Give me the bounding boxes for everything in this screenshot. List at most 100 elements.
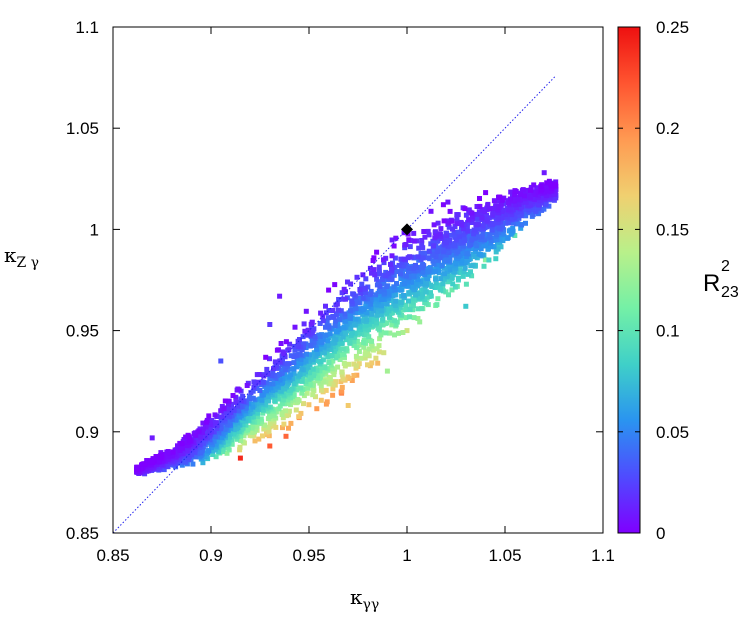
scatter-point bbox=[229, 404, 235, 410]
scatter-point bbox=[490, 210, 496, 216]
scatter-point bbox=[224, 422, 230, 428]
scatter-point bbox=[206, 430, 212, 436]
scatter-point bbox=[433, 233, 439, 239]
scatter-point bbox=[356, 324, 362, 330]
scatter-point bbox=[323, 332, 329, 338]
scatter-point bbox=[499, 209, 505, 215]
scatter-point bbox=[371, 267, 377, 273]
scatter-point bbox=[488, 240, 494, 246]
scatter-point bbox=[310, 327, 316, 333]
scatter-point bbox=[544, 192, 549, 198]
scatter-point bbox=[420, 292, 426, 298]
scatter-point bbox=[192, 454, 198, 460]
scatter-point bbox=[460, 273, 466, 279]
scatter-point bbox=[257, 396, 263, 402]
scatter-point bbox=[445, 244, 451, 250]
scatter-point bbox=[386, 308, 392, 314]
scatter-point bbox=[437, 282, 443, 288]
scatter-point bbox=[499, 197, 505, 203]
scatter-point bbox=[497, 194, 503, 200]
scatter-point bbox=[361, 344, 367, 350]
scatter-point bbox=[360, 272, 366, 278]
scatter-point bbox=[339, 346, 345, 352]
scatter-point bbox=[378, 321, 384, 327]
scatter-point bbox=[265, 425, 271, 430]
scatter-point bbox=[335, 307, 341, 313]
scatter-point bbox=[548, 188, 554, 194]
scatter-point bbox=[259, 405, 265, 410]
scatter-point bbox=[398, 287, 404, 293]
scatter-point bbox=[336, 297, 342, 302]
scatter-point bbox=[449, 287, 455, 293]
scatter-point bbox=[446, 220, 452, 226]
scatter-point bbox=[386, 314, 392, 320]
scatter-point bbox=[410, 284, 416, 290]
scatter-point bbox=[488, 244, 494, 250]
scatter-point bbox=[531, 182, 537, 188]
scatter-point bbox=[326, 287, 332, 293]
scatter-point bbox=[543, 184, 549, 190]
scatter-point bbox=[283, 367, 288, 372]
scatter-point bbox=[282, 386, 288, 392]
scatter-point bbox=[348, 281, 354, 287]
scatter-point bbox=[386, 273, 392, 279]
colorbar-tick-label: 0.1 bbox=[656, 322, 680, 341]
scatter-point bbox=[219, 435, 225, 440]
scatter-point bbox=[291, 366, 297, 372]
scatter-point bbox=[435, 296, 441, 302]
scatter-point bbox=[213, 454, 219, 460]
scatter-point bbox=[510, 207, 516, 213]
scatter-point bbox=[281, 421, 287, 427]
scatter-point bbox=[283, 339, 289, 345]
scatter-point bbox=[367, 265, 373, 271]
scatter-point bbox=[488, 237, 494, 243]
scatter-point bbox=[392, 332, 397, 338]
scatter-point bbox=[453, 237, 459, 243]
scatter-point bbox=[294, 363, 300, 369]
scatter-point bbox=[286, 361, 292, 367]
scatter-point bbox=[363, 276, 369, 282]
scatter-point bbox=[487, 234, 493, 240]
scatter-point bbox=[495, 210, 501, 216]
scatter-point bbox=[381, 287, 387, 293]
scatter-point bbox=[180, 445, 185, 451]
scatter-point bbox=[335, 323, 341, 329]
colorbar-tick-label: 0 bbox=[656, 524, 665, 543]
scatter-point bbox=[380, 276, 386, 282]
scatter-point bbox=[539, 207, 545, 213]
scatter-point bbox=[507, 196, 513, 202]
scatter-point bbox=[333, 379, 338, 385]
scatter-point bbox=[288, 395, 293, 401]
scatter-point bbox=[405, 278, 411, 284]
scatter-point bbox=[358, 355, 364, 361]
scatter-point bbox=[491, 205, 497, 211]
scatter-point bbox=[419, 238, 425, 243]
scatter-point bbox=[413, 292, 419, 298]
scatter-point bbox=[403, 302, 409, 308]
scatter-point bbox=[340, 376, 346, 382]
scatter-point bbox=[317, 368, 323, 374]
scatter-point bbox=[512, 192, 518, 198]
scatter-point bbox=[288, 398, 294, 404]
scatter-point bbox=[261, 373, 267, 379]
scatter-point bbox=[361, 332, 367, 338]
scatter-point bbox=[466, 207, 472, 213]
scatter-point bbox=[348, 325, 354, 331]
scatter-point bbox=[481, 263, 487, 269]
scatter-point bbox=[296, 414, 302, 420]
y-axis-label: κZ γ bbox=[4, 243, 39, 271]
scatter-point bbox=[237, 455, 243, 461]
scatter-point bbox=[349, 330, 355, 336]
scatter-point bbox=[263, 354, 269, 360]
scatter-point bbox=[406, 290, 412, 296]
scatter-point bbox=[392, 287, 398, 293]
colorbar-title: R2 23 bbox=[703, 258, 739, 301]
scatter-point bbox=[415, 254, 421, 260]
scatter-point bbox=[444, 233, 450, 239]
scatter-point bbox=[348, 332, 354, 338]
scatter-point bbox=[283, 408, 288, 414]
scatter-point bbox=[304, 351, 309, 357]
scatter-point bbox=[431, 243, 437, 249]
scatter-point bbox=[317, 321, 323, 326]
